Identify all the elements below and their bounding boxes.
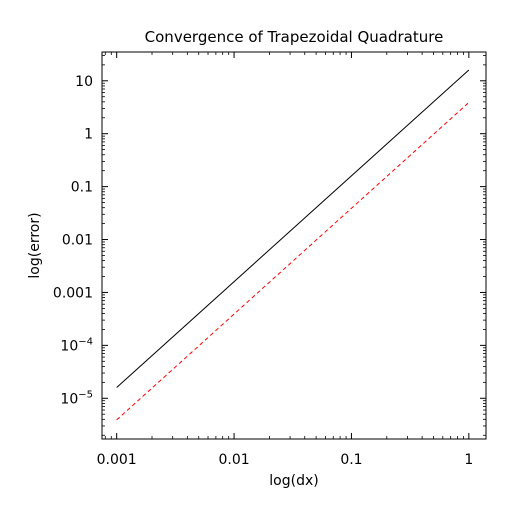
y-tick-label: 10−5	[60, 389, 93, 407]
y-tick-label: 1	[84, 127, 93, 143]
y-tick-label-exponent: −4	[78, 336, 93, 347]
x-tick-label: 0.1	[340, 452, 362, 468]
y-tick-label: 0.001	[53, 285, 93, 301]
chart-title: Convergence of Trapezoidal Quadrature	[145, 28, 444, 46]
x-axis: 0.001 0.01 0.1 1	[97, 52, 473, 468]
x-tick-label: 1	[464, 452, 473, 468]
series-line-2	[116, 102, 470, 421]
y-tick-label-base: 10	[60, 391, 78, 407]
y-tick-label: 0.01	[62, 233, 93, 249]
y-tick-label: 0.1	[71, 180, 93, 196]
x-tick-label: 0.01	[218, 452, 249, 468]
y-axis-label: log(error)	[27, 212, 43, 278]
x-tick-label: 0.001	[97, 452, 137, 468]
y-tick-label-exponent: −5	[78, 389, 93, 400]
y-tick-label: 10−4	[60, 336, 93, 354]
plot-frame	[101, 51, 487, 440]
y-tick-label: 10	[75, 74, 93, 90]
plot-lines	[116, 69, 470, 421]
series-line-1	[116, 69, 470, 388]
x-axis-label: log(dx)	[269, 473, 318, 489]
y-tick-label-base: 10	[60, 338, 78, 354]
